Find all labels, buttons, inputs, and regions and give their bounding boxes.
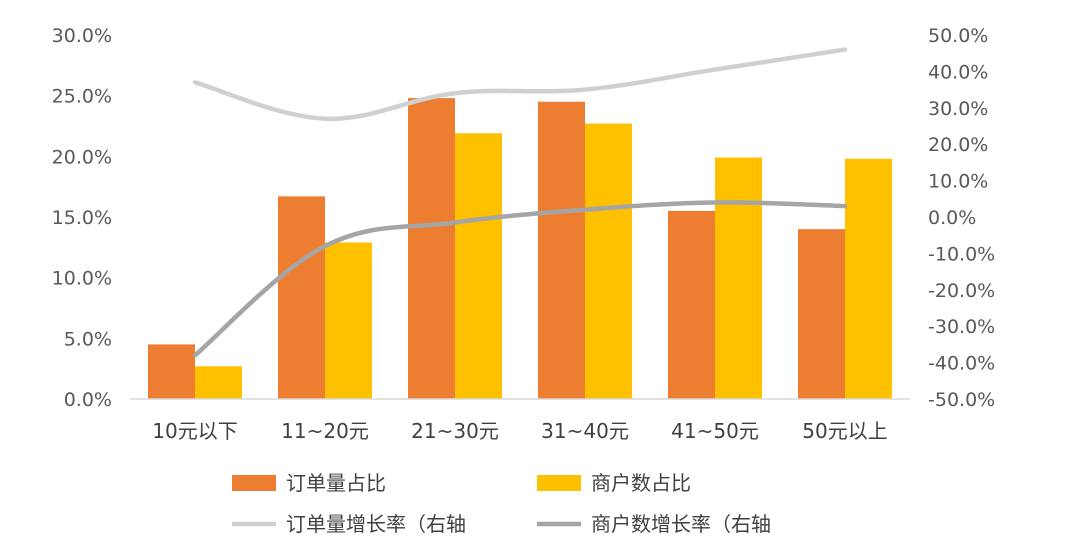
legend-swatch: [537, 475, 581, 491]
bar-merchant-share: [845, 158, 892, 399]
left-tick-label: 10.0%: [52, 268, 112, 290]
right-axis-ticks: -50.0% -40.0% -30.0% -20.0% -10.0% 0.0% 10.0% 2…: [928, 25, 995, 411]
left-tick-label: 5.0%: [64, 328, 112, 350]
right-tick-label: -30.0%: [928, 316, 995, 338]
left-axis-ticks: 0.0% 5.0% 10.0% 15.0% 20.0% 25.0% 30.0%: [52, 25, 112, 411]
right-tick-label: 20.0%: [928, 134, 988, 156]
left-tick-label: 25.0%: [52, 86, 112, 108]
bar-merchant-share: [715, 157, 762, 399]
left-tick-label: 15.0%: [52, 207, 112, 229]
legend-item: 商户数占比: [537, 471, 691, 495]
right-tick-label: 30.0%: [928, 98, 988, 120]
right-tick-label: 0.0%: [928, 207, 976, 229]
legend-label: 商户数增长率（右轴: [591, 512, 771, 536]
category-label: 31~40元: [541, 419, 629, 443]
bar-merchant-share: [325, 242, 372, 399]
category-label: 11~20元: [281, 419, 369, 443]
right-tick-label: 40.0%: [928, 61, 988, 83]
category-label: 41~50元: [671, 419, 759, 443]
legend-item: 订单量占比: [232, 471, 386, 495]
lines: [192, 47, 848, 358]
bar-order-share: [798, 229, 845, 399]
line-merchant-growth: [192, 200, 848, 358]
bar-merchant-share: [195, 366, 242, 399]
right-tick-label: -10.0%: [928, 243, 995, 265]
category-label: 50元以上: [802, 419, 887, 443]
right-tick-label: 10.0%: [928, 171, 988, 193]
right-tick-label: 50.0%: [928, 25, 988, 47]
line-order-growth: [192, 47, 848, 121]
legend-item: 商户数增长率（右轴: [537, 512, 771, 536]
left-tick-label: 30.0%: [52, 25, 112, 47]
bars: [148, 98, 892, 400]
bar-order-share: [278, 196, 325, 399]
legend-item: 订单量增长率（右轴: [232, 512, 466, 536]
category-label: 10元以下: [152, 419, 237, 443]
left-tick-label: 0.0%: [64, 389, 112, 411]
left-tick-label: 20.0%: [52, 146, 112, 168]
bar-order-share: [408, 98, 455, 400]
right-tick-label: -20.0%: [928, 280, 995, 302]
legend-label: 订单量增长率（右轴: [286, 512, 466, 536]
bar-order-share: [148, 344, 195, 399]
bar-merchant-share: [455, 133, 502, 399]
right-tick-label: -50.0%: [928, 389, 995, 411]
legend-label: 订单量占比: [286, 471, 386, 495]
right-tick-label: -40.0%: [928, 353, 995, 375]
legend-swatch: [232, 475, 276, 491]
category-label: 21~30元: [411, 419, 499, 443]
category-labels: 10元以下 11~20元 21~30元 31~40元 41~50元 50元以上: [152, 419, 887, 443]
bar-merchant-share: [585, 123, 632, 399]
bar-order-share: [538, 101, 585, 399]
bar-order-share: [668, 210, 715, 399]
legend-label: 商户数占比: [591, 471, 691, 495]
